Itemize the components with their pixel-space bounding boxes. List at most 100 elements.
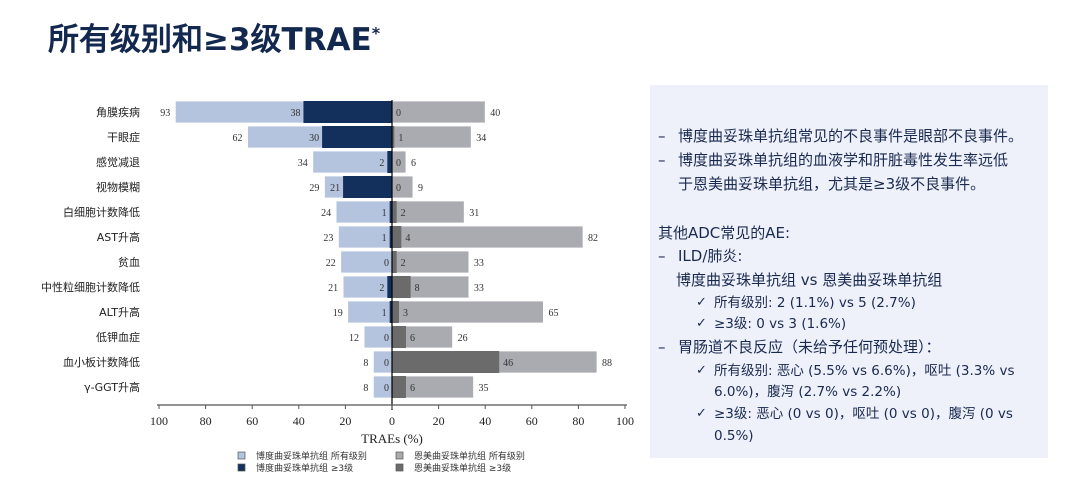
legend-label: 博度曲妥珠单抗组 所有级别 [256,450,367,462]
section-heading: 其他ADC常见的AE: [658,224,791,242]
check-icon: ✓ [696,363,707,378]
data-label-right-grade3: 6 [410,383,415,394]
data-label-right-all: 9 [418,183,423,194]
data-label-right-all: 26 [458,333,468,344]
x-tick-label: 80 [572,414,584,428]
data-label-right-all: 40 [490,108,500,119]
bar-right-all-grades [391,300,544,324]
data-label-left-grade3: 1 [382,233,387,244]
data-label-left-all: 12 [349,333,359,344]
dash: – [658,151,666,169]
bar-right-grade3 [392,251,397,273]
x-tick-label: 40 [479,414,491,428]
bar-right-grade3 [392,351,500,373]
x-tick-label: 60 [526,414,538,428]
gi-grade3: ≥3级: 恶心 (0 vs 0)，呕吐 (0 vs 0)，腹泻 (0 vs 0.… [714,406,1013,444]
data-label-left-all: 29 [309,183,319,194]
data-label-right-grade3: 4 [405,233,410,244]
data-label-left-grade3: 0 [384,258,389,269]
data-label-right-all: 33 [474,283,484,294]
data-label-right-all: 82 [588,233,598,244]
slide-title: 所有级别和≥3级TRAE* [48,14,380,59]
data-label-left-grade3: 0 [384,383,389,394]
category-label: γ-GGT升高 [84,380,140,394]
category-label: 视物模糊 [96,180,140,194]
bar-left-grade3 [322,126,392,148]
legend-swatch [395,463,404,472]
check-icon: ✓ [696,406,707,421]
bullet-text: 于恩美曲妥珠单抗组，尤其是≥3级不良事件。 [678,175,986,193]
data-label-right-grade3: 3 [403,308,408,319]
data-label-right-all: 33 [474,258,484,269]
x-axis-title: TRAEs (%) [361,431,423,446]
bar-right-grade3 [392,226,402,248]
bar-left-grade3 [303,101,392,123]
data-label-left-all: 21 [328,283,338,294]
data-label-left-all: 62 [233,133,243,144]
data-label-right-grade3: 0 [396,108,401,119]
bar-right-grade3 [392,326,406,348]
data-label-left-grade3: 21 [330,183,340,194]
data-label-left-all: 93 [160,108,170,119]
data-label-left-grade3: 1 [382,208,387,219]
legend-swatch [237,463,246,472]
data-label-left-all: 22 [326,258,336,269]
bar-left-grade3 [389,301,392,323]
category-label: ALT升高 [99,305,140,319]
category-label: 低钾血症 [96,330,140,344]
x-tick-label: 100 [616,414,634,428]
bar-left-all-grades [372,375,393,399]
bar-left-grade3 [387,151,392,173]
data-label-right-grade3: 2 [401,208,406,219]
x-tick-label: 20 [339,414,351,428]
data-label-right-grade3: 6 [410,333,415,344]
bar-right-grade3 [392,276,411,298]
legend-label: 恩美曲妥珠单抗组 ≥3级 [414,462,511,474]
data-label-right-grade3: 8 [415,283,420,294]
data-label-left-grade3: 0 [384,358,389,369]
data-label-right-grade3: 0 [396,183,401,194]
data-label-left-grade3: 38 [290,108,300,119]
ild-grade3: ≥3级: 0 vs 3 (1.6%) [714,316,847,332]
bar-left-all-grades [342,275,393,299]
data-label-right-all: 35 [479,383,489,394]
data-label-left-grade3: 1 [382,308,387,319]
data-label-left-grade3: 0 [384,333,389,344]
check-icon: ✓ [696,316,707,331]
bar-right-grade3 [392,376,406,398]
data-label-left-all: 24 [321,208,331,219]
data-label-left-grade3: 2 [379,283,384,294]
bar-right-all-grades [391,125,472,149]
legend-swatch [237,451,246,460]
gi-all-grades-cont: 6.0%)，腹泻 (2.7% vs 2.2%) [714,384,902,400]
category-label: 血小板计数降低 [63,355,140,369]
data-label-right-all: 6 [411,158,416,169]
legend-label: 博度曲妥珠单抗组 ≥3级 [256,462,353,474]
title-asterisk: * [371,23,381,43]
bar-right-grade3 [392,301,399,323]
gi-label: 胃肠道不良反应（未给予任何预处理）： [678,338,941,356]
data-label-right-grade3: 1 [398,133,403,144]
legend-swatch [395,451,404,460]
dash: – [658,247,666,265]
ild-all-grades: 所有级别: 2 (1.1%) vs 5 (2.7%) [714,295,916,311]
x-tick-label: 100 [150,414,168,428]
bar-right-all-grades [391,100,486,124]
bar-right-grade3 [392,126,395,148]
bar-left-grade3 [389,226,392,248]
bar-left-grade3 [343,176,392,198]
bullet-text: 博度曲妥珠单抗组常见的不良事件是眼部不良事件。 [678,127,1024,145]
gi-all-grades: 所有级别: 恶心 (5.5% vs 6.6%)，呕吐 (3.3% vs [714,363,1015,379]
dash: – [658,127,666,145]
bar-right-grade3 [392,201,397,223]
x-tick-label: 80 [200,414,212,428]
data-label-left-all: 19 [333,308,343,319]
category-label: AST升高 [97,230,140,244]
bar-left-grade3 [387,276,392,298]
bar-left-all-grades [372,350,393,374]
ild-label: ILD/肺炎: [678,247,743,265]
bar-left-grade3 [389,201,392,223]
data-label-right-all: 34 [476,133,486,144]
bar-right-all-grades [391,225,584,249]
